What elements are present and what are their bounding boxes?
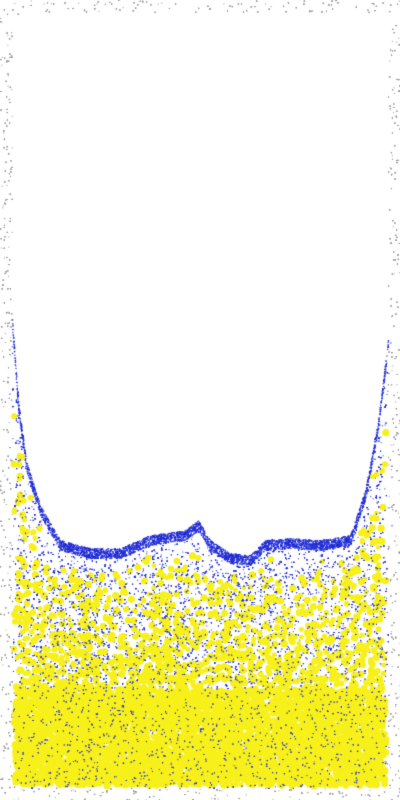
particle-simulation-canvas <box>0 0 400 800</box>
particle-simulation-scene <box>0 0 400 800</box>
